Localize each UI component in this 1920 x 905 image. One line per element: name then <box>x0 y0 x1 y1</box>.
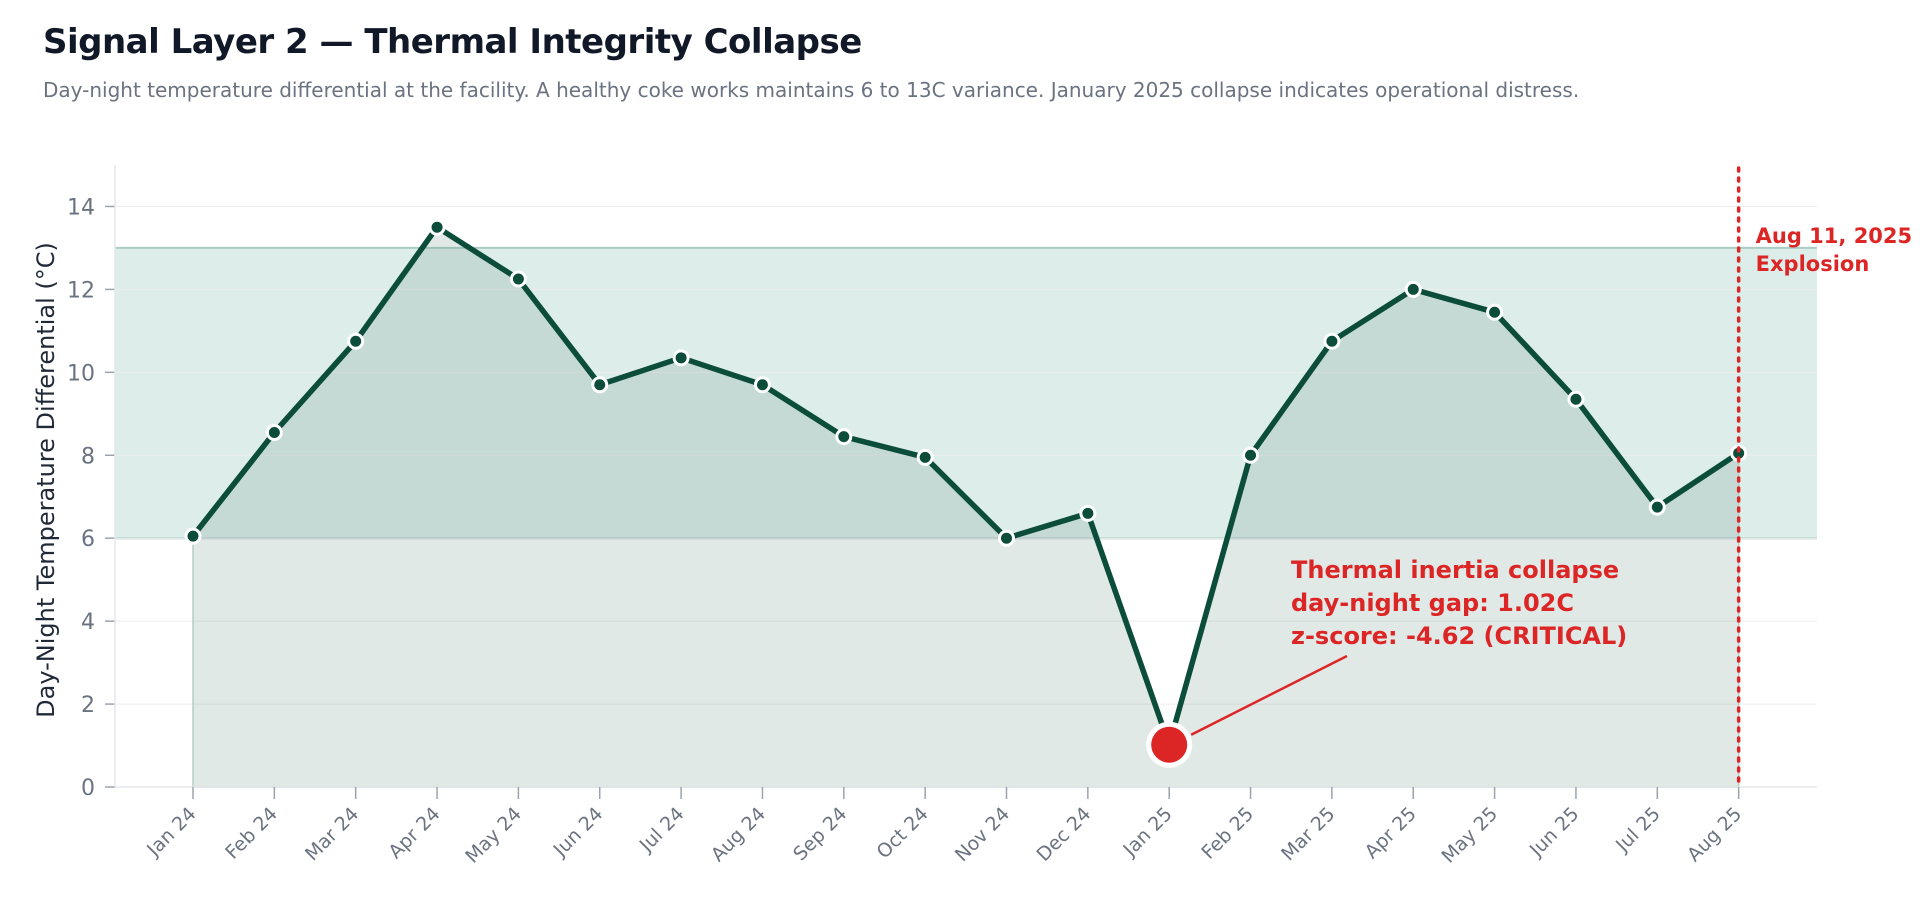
x-tick-label: May 24 <box>461 803 526 868</box>
data-point <box>265 423 283 441</box>
x-tick-label: Jan 25 <box>1118 803 1176 861</box>
series-line <box>190 224 1742 748</box>
data-point <box>998 529 1015 547</box>
annotation-text-line: z-score: -4.62 (CRITICAL) <box>1291 622 1627 650</box>
x-tick-label: Oct 24 <box>873 803 933 863</box>
data-point <box>1404 280 1422 298</box>
x-tick-label: Mar 25 <box>1277 803 1339 865</box>
x-tick-label: May 25 <box>1437 803 1502 868</box>
data-point <box>1648 498 1666 516</box>
x-tick-label: Apr 25 <box>1361 803 1421 863</box>
data-point-layer <box>184 218 1748 768</box>
data-point <box>1323 332 1341 350</box>
y-axis-label: Day-Night Temperature Differential (°C) <box>32 242 60 718</box>
x-tick-label: Aug 25 <box>1683 803 1746 866</box>
x-tick-label: Feb 25 <box>1197 803 1258 864</box>
chart-subtitle: Day-night temperature differential at th… <box>43 78 1580 102</box>
x-tick-label: Jul 24 <box>635 803 689 857</box>
annotation-arrow <box>1190 654 1348 736</box>
x-tick-label: Jan 24 <box>142 803 200 861</box>
annotation-layer: Thermal inertia collapse day-night gap: 1… <box>1190 166 1913 789</box>
data-point <box>672 349 690 367</box>
x-tick-label: Feb 24 <box>221 803 282 864</box>
x-tick-label: Jun 25 <box>1525 803 1584 862</box>
data-point <box>753 376 771 394</box>
y-tick-label: 2 <box>81 693 95 718</box>
x-tick-label: Dec 24 <box>1032 803 1095 866</box>
data-point <box>835 428 853 446</box>
annotation-text-line: day-night gap: 1.02C <box>1291 589 1574 617</box>
data-point <box>1242 446 1260 464</box>
x-tick-label: Sep 24 <box>789 803 851 865</box>
data-point <box>428 218 446 236</box>
x-tick-label: Jun 24 <box>549 803 608 862</box>
healthy-band-layer <box>115 246 1817 540</box>
y-tick-label: 14 <box>67 195 95 220</box>
data-point <box>591 376 609 394</box>
data-point <box>509 270 527 288</box>
annotation-text-line: Thermal inertia collapse <box>1291 556 1619 584</box>
data-point <box>1486 303 1504 321</box>
x-tick-label: Apr 24 <box>384 803 444 863</box>
event-label-line: Explosion <box>1756 252 1870 276</box>
y-tick-label: 6 <box>81 527 95 552</box>
y-tick-label: 8 <box>81 444 95 469</box>
event-label-line: Aug 11, 2025 <box>1756 224 1913 248</box>
data-point <box>1079 504 1097 522</box>
data-point <box>916 448 934 466</box>
data-point <box>1567 390 1585 408</box>
x-tick-label: Mar 24 <box>301 803 363 865</box>
chart-title: Signal Layer 2 — Thermal Integrity Colla… <box>43 22 862 62</box>
x-tick-label: Nov 24 <box>951 803 1014 866</box>
y-tick-label: 10 <box>67 361 95 386</box>
y-tick-label: 4 <box>81 610 95 635</box>
x-tick-label: Aug 24 <box>707 803 770 866</box>
series-line-layer <box>190 224 1742 748</box>
data-point <box>347 332 365 350</box>
critical-point <box>1151 726 1188 763</box>
y-tick-label: 0 <box>81 776 95 801</box>
x-tick-label: Jul 25 <box>1611 803 1665 857</box>
healthy-band <box>115 247 1817 539</box>
y-tick-label: 12 <box>67 278 95 303</box>
data-point <box>184 527 202 545</box>
